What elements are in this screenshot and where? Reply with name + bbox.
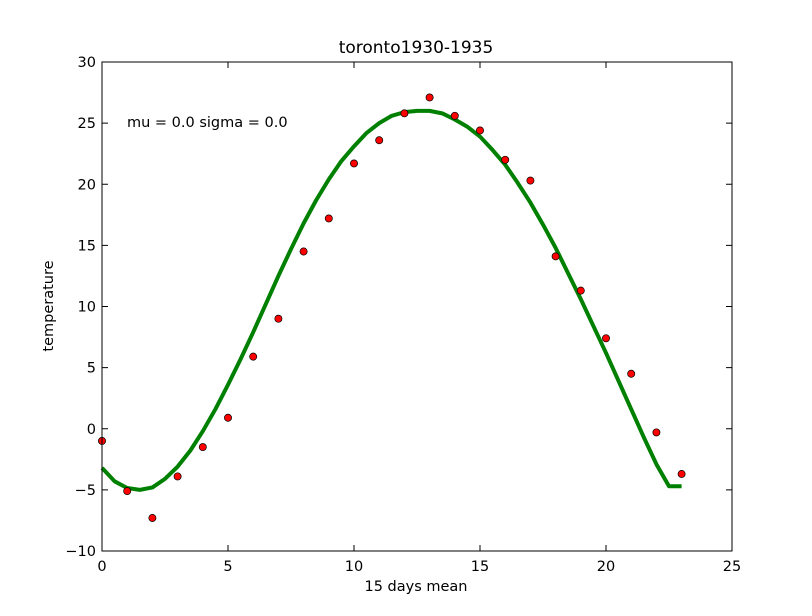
data-point [425, 93, 434, 102]
data-point [299, 247, 308, 256]
plot-area: 0 5 10 15 20 25 −10 −5 0 5 10 15 20 25 30 [65, 55, 741, 575]
y-tick-label: 30 [78, 55, 96, 71]
data-point [652, 428, 661, 437]
chart-annotation: mu = 0.0 sigma = 0.0 [127, 115, 288, 131]
data-point [123, 487, 132, 496]
data-point [198, 443, 207, 452]
data-point [350, 159, 358, 168]
x-tick-label: 0 [97, 559, 106, 575]
y-tick-label: 15 [78, 238, 96, 254]
data-point [627, 369, 636, 378]
y-tick-label: 0 [87, 422, 96, 438]
y-axis-label: temperature [41, 260, 57, 351]
y-tick-label: −5 [75, 483, 96, 499]
data-point [602, 334, 610, 343]
data-point [501, 155, 510, 164]
x-axis-label: 15 days mean [364, 579, 467, 595]
data-point [375, 136, 384, 145]
data-point [551, 252, 560, 261]
data-point [249, 352, 258, 361]
data-point [476, 126, 484, 135]
fit-curve-line [100, 108, 682, 492]
data-point [224, 413, 232, 422]
x-tick-label: 10 [345, 559, 363, 575]
data-point [526, 176, 535, 185]
data-point [576, 286, 585, 295]
chart-title: toronto1930-1935 [339, 38, 494, 58]
x-tick-label: 5 [223, 559, 232, 575]
y-tick-label: −10 [65, 544, 96, 560]
x-tick-label: 25 [723, 559, 741, 575]
data-point [677, 470, 686, 478]
data-point [400, 109, 409, 118]
x-tick-label: 15 [471, 559, 489, 575]
y-tick-label: 5 [87, 361, 96, 377]
y-tick-label: 25 [78, 116, 96, 132]
y-tick-label: 20 [78, 177, 96, 193]
data-point [450, 111, 459, 120]
x-tick-label: 20 [597, 559, 615, 575]
data-point [173, 472, 182, 481]
data-point [148, 514, 157, 522]
data-point [324, 214, 333, 223]
data-point [274, 314, 283, 323]
y-tick-label: 10 [78, 300, 96, 316]
